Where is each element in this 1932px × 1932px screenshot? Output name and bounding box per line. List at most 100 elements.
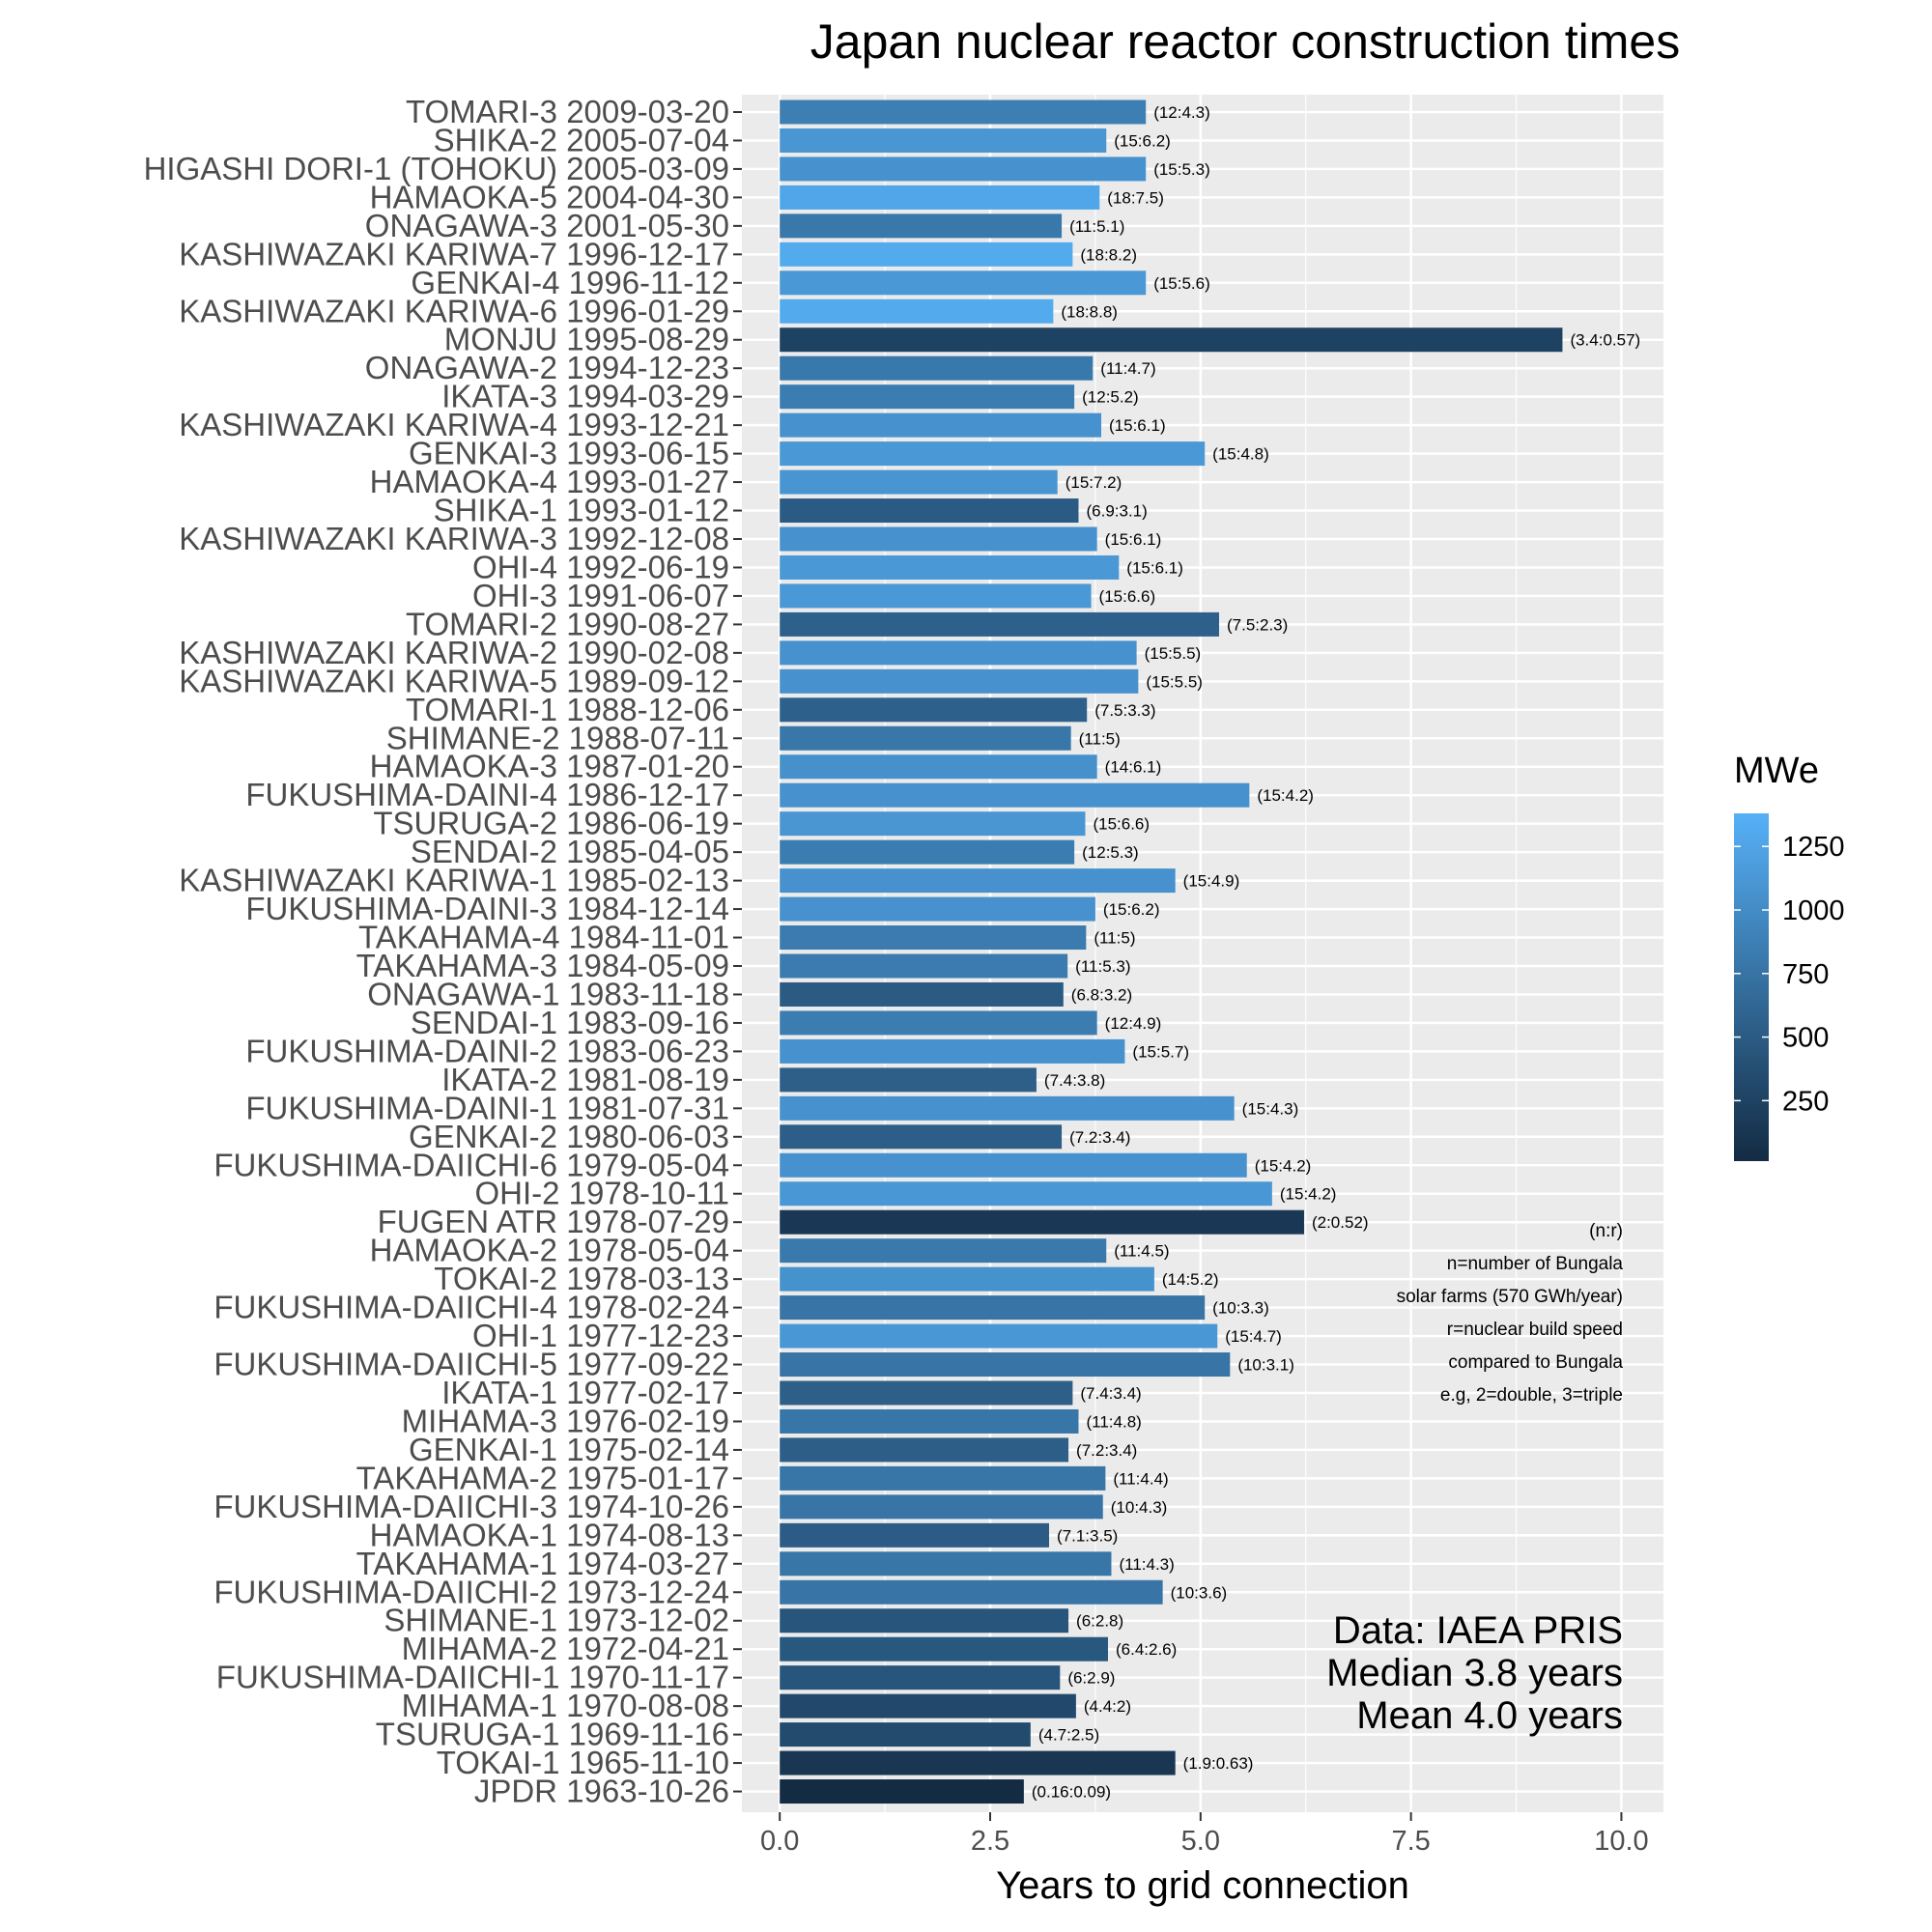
bar-data-label: (3.4:0.57) <box>1570 331 1640 350</box>
bar-data-label: (15:6.6) <box>1099 587 1156 606</box>
bar-data-label: (15:4.8) <box>1212 445 1269 464</box>
reactor-label: JPDR 1963-10-26 <box>474 1774 729 1809</box>
bar-data-label: (18:8.2) <box>1080 245 1137 264</box>
reactor-label: SHIKA-1 1993-01-12 <box>434 493 729 528</box>
bar-data-label: (12:5.3) <box>1082 843 1139 862</box>
bar-data-label: (15:5.7) <box>1132 1042 1189 1061</box>
bar <box>780 754 1097 780</box>
bar-data-label: (11:4.5) <box>1114 1242 1169 1261</box>
bar-data-label: (10:3.3) <box>1212 1299 1269 1318</box>
bar <box>780 1266 1154 1292</box>
bar-data-label: (15:4.2) <box>1255 1156 1312 1175</box>
bar <box>780 1608 1069 1634</box>
bar-data-label: (11:4.8) <box>1086 1412 1141 1431</box>
reactor-label: FUKUSHIMA-DAIICHI-4 1978-02-24 <box>213 1290 729 1325</box>
bar <box>780 1437 1069 1463</box>
bar-data-label: (15:4.7) <box>1225 1327 1282 1346</box>
bar <box>780 554 1120 580</box>
summary-line: Median 3.8 years <box>1326 1652 1623 1694</box>
bar-data-label: (15:6.1) <box>1126 558 1183 577</box>
bar <box>780 668 1139 694</box>
bar <box>780 1779 1024 1804</box>
bar <box>780 1722 1031 1747</box>
bar <box>780 156 1147 182</box>
bar-data-label: (7.2:3.4) <box>1069 1128 1130 1147</box>
bar <box>780 1494 1103 1520</box>
reactor-label: KASHIWAZAKI KARIWA-5 1989-09-12 <box>179 663 729 698</box>
bar-data-label: (2:0.52) <box>1312 1213 1369 1232</box>
annotation-line: compared to Bungala <box>1448 1352 1623 1373</box>
reactor-label: TAKAHAMA-2 1975-01-17 <box>356 1460 729 1495</box>
bar-data-label: (6:2.8) <box>1076 1612 1123 1631</box>
bar <box>780 1209 1304 1235</box>
reactor-label: TSURUGA-2 1986-06-19 <box>373 806 729 841</box>
bar <box>780 270 1147 296</box>
bar <box>780 782 1250 808</box>
reactor-label: IKATA-1 1977-02-17 <box>441 1375 729 1410</box>
bar-data-label: (12:4.9) <box>1105 1014 1162 1033</box>
reactor-label: FUKUSHIMA-DAIICHI-3 1974-10-26 <box>213 1489 729 1524</box>
bar <box>780 185 1100 210</box>
annotation-note: (n:r) n=number of Bungala solar farms (570… <box>1397 1221 1624 1406</box>
bar <box>780 384 1075 410</box>
annotation-line: e.g, 2=double, 3=triple <box>1440 1385 1623 1406</box>
bar <box>780 925 1087 951</box>
reactor-label: HAMAOKA-1 1974-08-13 <box>370 1517 729 1552</box>
reactor-label: HAMAOKA-4 1993-01-27 <box>370 464 729 499</box>
x-tick-label: 5.0 <box>1181 1826 1220 1857</box>
reactor-label: KASHIWAZAKI KARIWA-4 1993-12-21 <box>179 407 729 442</box>
reactor-label: KASHIWAZAKI KARIWA-7 1996-12-17 <box>179 236 729 271</box>
annotation-line: r=nuclear build speed <box>1447 1320 1623 1340</box>
bar <box>780 213 1063 239</box>
bar-data-label: (4.4:2) <box>1084 1697 1131 1716</box>
bar-data-label: (15:6.1) <box>1105 530 1162 549</box>
bar-data-label: (15:5.3) <box>1153 160 1210 179</box>
reactor-label: MIHAMA-1 1970-08-08 <box>402 1688 729 1723</box>
x-axis-ticks: 0.0 2.5 5.0 7.5 10.0 <box>760 1812 1649 1857</box>
reactor-label: SHIMANE-1 1973-12-02 <box>384 1603 729 1638</box>
bar <box>780 811 1086 837</box>
reactor-label: MIHAMA-2 1972-04-21 <box>402 1631 729 1666</box>
reactor-label: OHI-4 1992-06-19 <box>472 549 729 584</box>
bar <box>780 298 1054 324</box>
reactor-label: TAKAHAMA-4 1984-11-01 <box>358 920 729 955</box>
chart-title: Japan nuclear reactor construction times <box>810 14 1680 69</box>
bar-data-label: (7.5:2.3) <box>1227 615 1288 634</box>
reactor-label: HIGASHI DORI-1 (TOHOKU) 2005-03-09 <box>144 151 729 186</box>
bar <box>780 1152 1247 1178</box>
bar-data-label: (4.7:2.5) <box>1038 1726 1099 1745</box>
reactor-label: FUKUSHIMA-DAIICHI-6 1979-05-04 <box>213 1147 729 1182</box>
bar-data-label: (11:5.3) <box>1075 957 1130 976</box>
bar-data-label: (15:6.6) <box>1093 815 1150 834</box>
reactor-label: OHI-2 1978-10-11 <box>474 1176 729 1211</box>
bar <box>780 1323 1218 1349</box>
bar <box>780 1551 1112 1577</box>
bar-data-label: (10:3.6) <box>1171 1583 1228 1602</box>
reactor-label: FUKUSHIMA-DAINI-4 1986-12-17 <box>245 777 729 812</box>
annotation-line: n=number of Bungala <box>1447 1254 1624 1274</box>
bar <box>780 896 1095 922</box>
reactor-label: TOKAI-1 1965-11-10 <box>437 1745 729 1780</box>
legend-title: MWe <box>1734 751 1819 791</box>
bar <box>780 1636 1108 1662</box>
bar <box>780 1522 1049 1548</box>
bar <box>780 1067 1037 1093</box>
bar <box>780 412 1102 438</box>
bar <box>780 953 1068 979</box>
bar <box>780 1750 1176 1776</box>
bar <box>780 1408 1079 1434</box>
reactor-label: ONAGAWA-3 2001-05-30 <box>365 208 729 243</box>
bar-data-label: (15:7.2) <box>1065 473 1122 492</box>
bar-data-label: (15:4.2) <box>1257 786 1314 805</box>
bar-data-label: (6.4:2.6) <box>1116 1640 1177 1659</box>
bar <box>780 640 1137 666</box>
reactor-label: KASHIWAZAKI KARIWA-3 1992-12-08 <box>179 521 729 556</box>
reactor-label: GENKAI-2 1980-06-03 <box>409 1119 729 1154</box>
colorbar-label: 1250 <box>1782 832 1845 863</box>
annotation-line: (n:r) <box>1589 1221 1623 1241</box>
summary-line: Mean 4.0 years <box>1356 1694 1623 1737</box>
bar-data-label: (15:4.9) <box>1183 872 1240 891</box>
bar-data-label: (15:5.6) <box>1153 274 1210 293</box>
bar-data-label: (11:5) <box>1094 929 1135 948</box>
reactor-label: FUKUSHIMA-DAIICHI-2 1973-12-24 <box>213 1574 729 1609</box>
